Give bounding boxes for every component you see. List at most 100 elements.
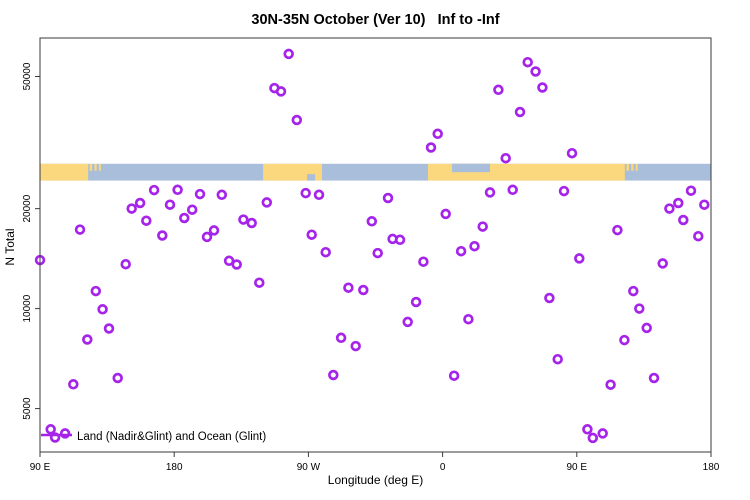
data-point xyxy=(619,334,630,346)
data-point xyxy=(634,303,645,314)
data-point xyxy=(343,282,354,293)
data-point xyxy=(97,304,108,315)
data-point xyxy=(254,277,265,288)
data-point xyxy=(358,284,369,296)
data-point xyxy=(320,246,331,258)
data-point xyxy=(448,370,460,381)
data-point xyxy=(522,56,533,68)
x-tick-label: 0 xyxy=(440,462,446,473)
x-tick-label: 90 W xyxy=(297,462,321,473)
legend: Land (Nadir&Glint) and Ocean (Glint) xyxy=(41,431,266,443)
data-point xyxy=(574,253,585,264)
data-point xyxy=(664,203,675,214)
data-point xyxy=(275,86,287,97)
data-point xyxy=(641,322,652,334)
data-point xyxy=(335,332,347,344)
data-point xyxy=(552,353,563,365)
inland-sea xyxy=(451,163,491,173)
land-ocean-map-strip xyxy=(40,163,711,181)
data-point xyxy=(493,84,504,96)
island-speck xyxy=(89,163,93,171)
island-speck xyxy=(94,163,97,171)
axis-ticks: 90 E 180 90 W 0 90 E 180 5000 10000 20000 50000 xyxy=(22,62,720,473)
data-point xyxy=(537,82,548,93)
data-point xyxy=(120,258,131,270)
data-point xyxy=(238,214,249,225)
data-point xyxy=(141,215,152,226)
data-point xyxy=(673,197,684,209)
data-point xyxy=(469,240,480,252)
data-point xyxy=(432,128,443,140)
data-point xyxy=(477,221,488,232)
data-point xyxy=(59,428,71,439)
data-point xyxy=(90,285,102,297)
data-point xyxy=(157,230,168,241)
data-point xyxy=(306,229,317,240)
y-tick-label: 50000 xyxy=(22,62,33,90)
data-point xyxy=(45,424,56,435)
data-point xyxy=(172,184,183,196)
data-point xyxy=(514,106,526,118)
data-point xyxy=(112,372,123,384)
data-point xyxy=(300,187,311,199)
data-point xyxy=(164,199,176,210)
data-point xyxy=(699,199,710,210)
data-point xyxy=(530,66,541,77)
data-point xyxy=(463,313,474,325)
data-point xyxy=(410,296,422,308)
data-point xyxy=(558,185,570,197)
y-tick-label: 5000 xyxy=(22,397,33,420)
island-speck xyxy=(631,163,634,171)
data-point xyxy=(74,224,86,235)
data-point xyxy=(612,224,623,236)
data-point xyxy=(201,231,213,243)
data-point xyxy=(425,142,437,153)
data-point xyxy=(693,230,704,242)
data-point xyxy=(246,217,257,229)
plot-border-box xyxy=(39,37,712,453)
data-point xyxy=(544,292,555,304)
data-point xyxy=(440,208,451,220)
data-point xyxy=(402,316,413,328)
data-point xyxy=(82,334,93,345)
land-segment xyxy=(40,163,89,181)
x-tick-label: 180 xyxy=(703,462,720,473)
x-tick-label: 90 E xyxy=(567,462,588,473)
data-point xyxy=(216,189,228,201)
island-speck xyxy=(626,163,629,171)
data-point xyxy=(648,372,660,384)
data-point xyxy=(418,256,429,267)
y-axis-title: N Total xyxy=(3,228,17,265)
data-points-layer xyxy=(34,48,710,444)
data-point xyxy=(566,147,578,159)
data-point xyxy=(605,379,616,390)
data-point xyxy=(291,114,303,126)
data-point xyxy=(678,214,689,226)
data-point xyxy=(186,204,198,215)
gulf-notch xyxy=(307,174,316,181)
data-point xyxy=(148,184,160,196)
data-point xyxy=(582,424,593,435)
legend-label: Land (Nadir&Glint) and Ocean (Glint) xyxy=(77,431,266,443)
data-point xyxy=(231,259,242,270)
y-tick-label: 20000 xyxy=(22,194,33,222)
data-point xyxy=(134,197,146,209)
data-point xyxy=(350,340,361,352)
data-point xyxy=(455,245,467,257)
data-point xyxy=(261,197,273,208)
y-tick-label: 10000 xyxy=(22,294,33,322)
data-point xyxy=(382,192,394,204)
chart-title: 30N-35N October (Ver 10) Inf to -Inf xyxy=(251,12,499,28)
data-point xyxy=(507,184,518,196)
data-point xyxy=(597,428,608,439)
data-point xyxy=(657,258,668,269)
data-point xyxy=(208,225,220,236)
data-point xyxy=(313,189,325,201)
data-point xyxy=(587,432,599,444)
x-tick-label: 180 xyxy=(166,462,183,473)
data-point xyxy=(628,285,639,297)
data-point xyxy=(103,323,115,334)
data-point xyxy=(68,379,79,390)
